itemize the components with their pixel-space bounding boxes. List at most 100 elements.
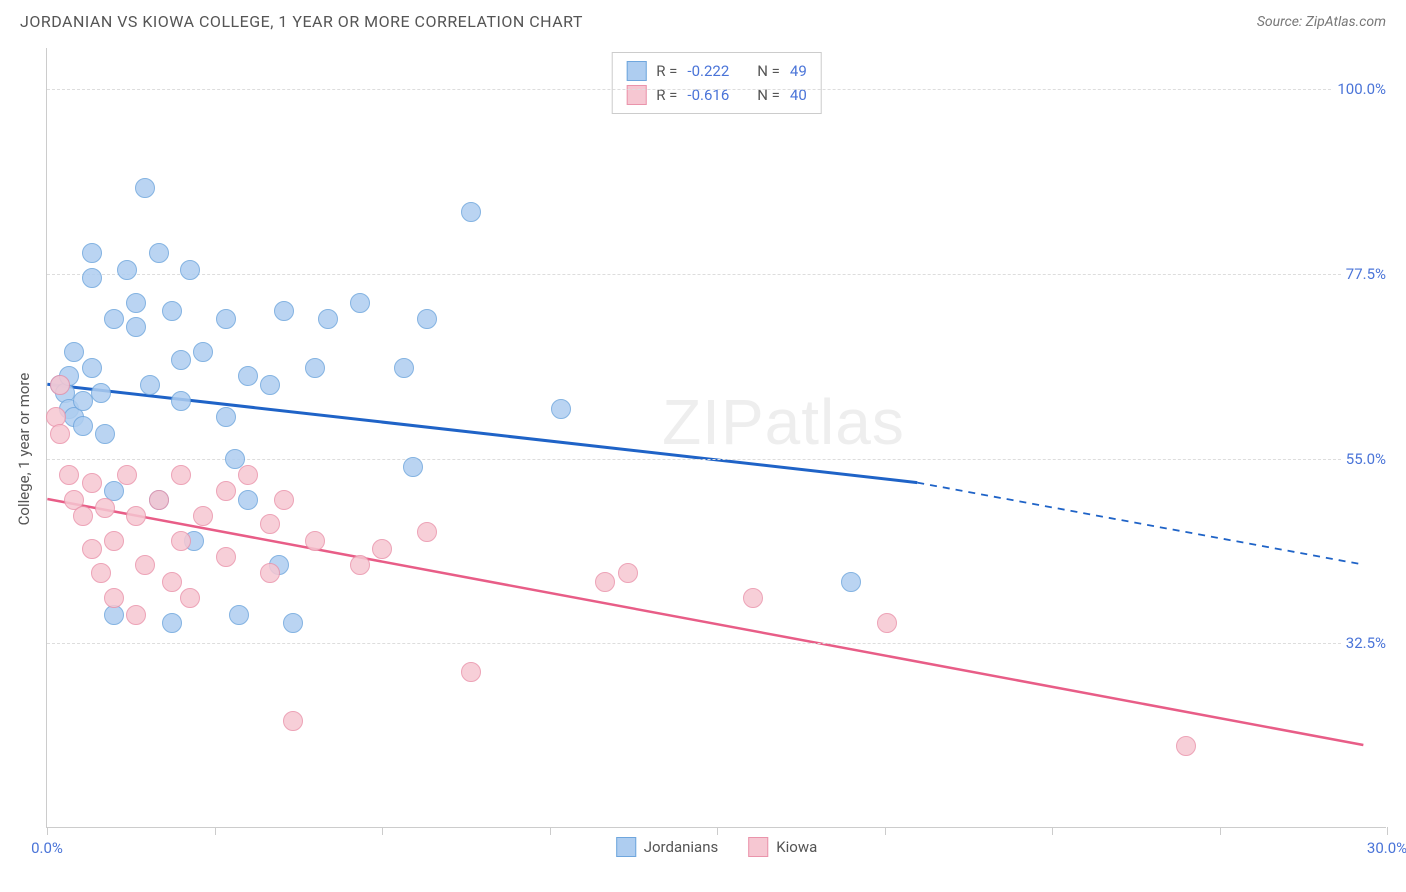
data-point xyxy=(171,350,191,370)
y-tick-label: 32.5% xyxy=(1342,634,1390,652)
x-tick xyxy=(215,827,216,835)
stats-row: R =-0.616N =40 xyxy=(626,83,807,107)
data-point xyxy=(216,407,236,427)
trend-line-dashed xyxy=(917,483,1363,565)
legend-swatch xyxy=(748,837,768,857)
r-label: R = xyxy=(656,83,677,107)
data-point xyxy=(73,416,93,436)
data-point xyxy=(193,506,213,526)
data-point xyxy=(149,243,169,263)
legend-label: Kiowa xyxy=(776,838,817,856)
data-point xyxy=(104,309,124,329)
data-point xyxy=(350,293,370,313)
x-tick xyxy=(717,827,718,835)
data-point xyxy=(216,547,236,567)
source-label: Source: ZipAtlas.com xyxy=(1257,14,1386,30)
chart-header: JORDANIAN VS KIOWA COLLEGE, 1 YEAR OR MO… xyxy=(0,0,1406,39)
data-point xyxy=(171,531,191,551)
x-tick xyxy=(1052,827,1053,835)
gridline xyxy=(47,459,1386,460)
y-axis-title: College, 1 year or more xyxy=(15,373,33,526)
x-tick xyxy=(1220,827,1221,835)
data-point xyxy=(82,268,102,288)
data-point xyxy=(104,531,124,551)
legend-item: Jordanians xyxy=(616,837,719,857)
n-value: 49 xyxy=(790,59,807,83)
data-point xyxy=(59,465,79,485)
x-tick xyxy=(382,827,383,835)
data-point xyxy=(126,506,146,526)
data-point xyxy=(82,243,102,263)
data-point xyxy=(283,711,303,731)
data-point xyxy=(743,588,763,608)
data-point xyxy=(140,375,160,395)
x-tick-label: 0.0% xyxy=(31,839,63,857)
data-point xyxy=(135,555,155,575)
data-point xyxy=(841,572,861,592)
data-point xyxy=(91,563,111,583)
data-point xyxy=(135,178,155,198)
stats-legend-box: R =-0.222N =49R =-0.616N =40 xyxy=(611,52,822,114)
data-point xyxy=(216,481,236,501)
y-tick-label: 77.5% xyxy=(1342,265,1390,283)
data-point xyxy=(225,449,245,469)
legend-item: Kiowa xyxy=(748,837,817,857)
bottom-legend: Jordanians Kiowa xyxy=(616,837,818,857)
data-point xyxy=(618,563,638,583)
data-point xyxy=(229,605,249,625)
n-value: 40 xyxy=(790,83,807,107)
data-point xyxy=(372,539,392,559)
data-point xyxy=(238,366,258,386)
gridline xyxy=(47,643,1386,644)
data-point xyxy=(104,588,124,608)
data-point xyxy=(180,588,200,608)
data-point xyxy=(95,498,115,518)
stats-row: R =-0.222N =49 xyxy=(626,59,807,83)
data-point xyxy=(180,260,200,280)
data-point xyxy=(877,613,897,633)
data-point xyxy=(91,383,111,403)
data-point xyxy=(305,358,325,378)
data-point xyxy=(73,506,93,526)
data-point xyxy=(126,605,146,625)
data-point xyxy=(274,490,294,510)
data-point xyxy=(305,531,325,551)
data-point xyxy=(162,613,182,633)
data-point xyxy=(461,202,481,222)
x-tick xyxy=(885,827,886,835)
x-tick-label: 30.0% xyxy=(1367,839,1406,857)
data-point xyxy=(171,391,191,411)
watermark-rest: atlas xyxy=(765,386,905,458)
legend-swatch xyxy=(626,85,646,105)
data-point xyxy=(162,572,182,592)
data-point xyxy=(162,301,182,321)
data-point xyxy=(95,424,115,444)
data-point xyxy=(238,490,258,510)
data-point xyxy=(283,613,303,633)
data-point xyxy=(350,555,370,575)
data-point xyxy=(595,572,615,592)
data-point xyxy=(82,358,102,378)
data-point xyxy=(64,342,84,362)
data-point xyxy=(274,301,294,321)
data-point xyxy=(260,375,280,395)
gridline xyxy=(47,274,1386,275)
data-point xyxy=(216,309,236,329)
data-point xyxy=(403,457,423,477)
data-point xyxy=(82,473,102,493)
y-tick-label: 100.0% xyxy=(1333,80,1390,98)
r-value: -0.222 xyxy=(687,59,729,83)
data-point xyxy=(260,563,280,583)
gridline xyxy=(47,89,1386,90)
data-point xyxy=(50,424,70,444)
data-point xyxy=(417,522,437,542)
chart-title: JORDANIAN VS KIOWA COLLEGE, 1 YEAR OR MO… xyxy=(20,12,583,31)
r-value: -0.616 xyxy=(687,83,729,107)
y-tick-label: 55.0% xyxy=(1342,450,1390,468)
data-point xyxy=(238,465,258,485)
data-point xyxy=(394,358,414,378)
data-point xyxy=(551,399,571,419)
data-point xyxy=(117,260,137,280)
legend-swatch xyxy=(626,61,646,81)
x-tick xyxy=(550,827,551,835)
